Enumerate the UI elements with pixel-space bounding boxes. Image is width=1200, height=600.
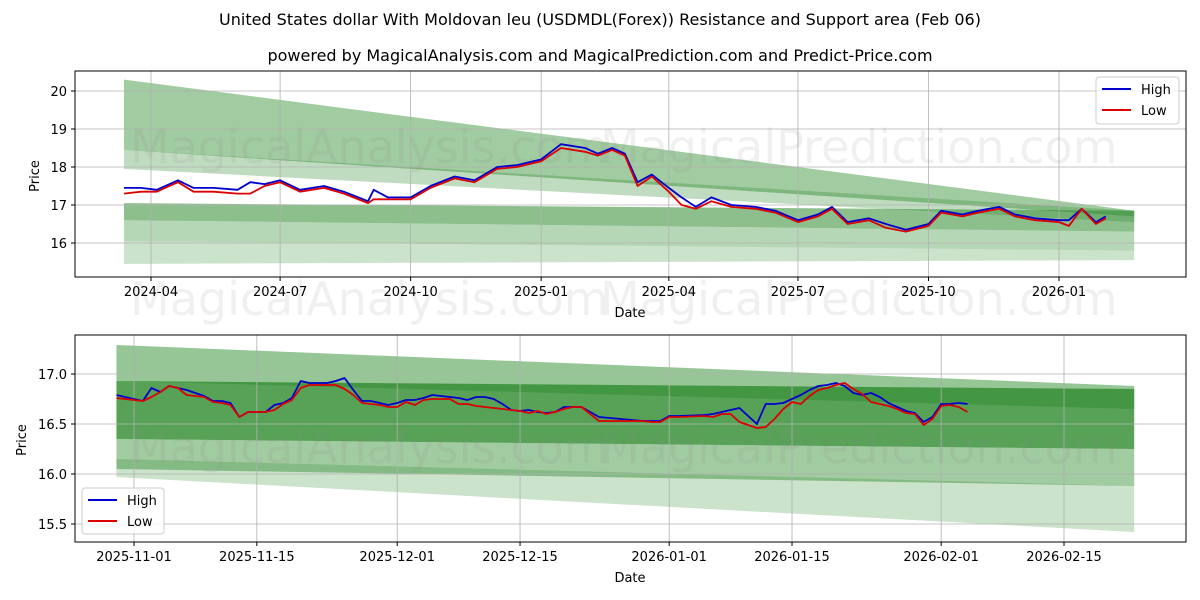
series-low (116, 382, 968, 429)
band-mid-resistance (124, 149, 1135, 223)
mid-watermark-right: MagicalPrediction.com (600, 272, 1118, 326)
x-tick-label: 2024-04 (124, 285, 178, 300)
bottom-x-axis-label: Date (614, 571, 645, 586)
x-tick-label: 2025-04 (642, 285, 696, 300)
y-tick-label: 20 (50, 85, 67, 100)
x-tick-label: 2026-01-15 (754, 550, 830, 565)
x-tick-label: 2026-01-01 (631, 550, 707, 565)
x-tick-label: 2025-12-15 (482, 550, 558, 565)
chart-title: United States dollar With Moldovan leu (… (219, 10, 981, 29)
series-low (123, 147, 1107, 233)
x-tick-label: 2025-01 (514, 285, 568, 300)
x-tick-label: 2024-07 (253, 285, 307, 300)
band-core (124, 203, 1135, 232)
bottom-plot-frame (74, 334, 1187, 543)
x-tick-label: 2025-11-15 (219, 550, 295, 565)
legend-low-label: Low (127, 515, 153, 530)
legend-low-label: Low (1141, 104, 1167, 119)
top-support-resistance-bands (124, 79, 1135, 264)
band-outer-resistance (124, 79, 1135, 217)
y-tick-label: 16.0 (38, 468, 67, 483)
top-watermark-left: MagicalAnalysis.com (130, 120, 609, 174)
y-tick-label: 17.0 (38, 368, 67, 383)
top-y-axis: 16 17 18 19 20 (50, 85, 75, 252)
bottom-watermark-left: MagicalAnalysis.com (130, 420, 609, 474)
x-tick-label: 2025-07 (771, 285, 825, 300)
legend-high-label: High (127, 494, 157, 509)
x-tick-label: 2025-11-01 (96, 550, 172, 565)
y-tick-label: 16 (50, 237, 67, 252)
bottom-watermark-right: MagicalPrediction.com (600, 420, 1118, 474)
legend-high-label: High (1141, 83, 1171, 98)
band-outer-support (116, 459, 1135, 532)
series-high (124, 143, 1107, 231)
top-price-lines (123, 143, 1107, 233)
top-watermark-right: MagicalPrediction.com (600, 120, 1118, 174)
bottom-chart: MagicalAnalysis.com MagicalPrediction.co… (15, 334, 1187, 586)
y-tick-label: 18 (50, 161, 67, 176)
bottom-price-lines (116, 377, 968, 429)
y-tick-label: 15.5 (38, 518, 67, 533)
x-tick-label: 2026-02-15 (1026, 550, 1102, 565)
mid-watermark-left: MagicalAnalysis.com (130, 272, 609, 326)
bottom-grid (75, 335, 1186, 542)
chart-subtitle: powered by MagicalAnalysis.com and Magic… (267, 46, 933, 65)
top-chart: MagicalAnalysis.com MagicalPrediction.co… (28, 70, 1187, 326)
band-outer-support (124, 241, 1135, 264)
top-legend: High Low (1095, 76, 1180, 125)
top-x-axis: 2024-04 2024-07 2024-10 2025-01 2025-04 2025-… (124, 277, 1086, 300)
x-tick-label: 2026-01 (1032, 285, 1086, 300)
x-tick-label: 2024-10 (383, 285, 437, 300)
bottom-y-axis: 15.5 16.0 16.5 17.0 (38, 368, 75, 533)
top-grid (75, 71, 1186, 277)
y-tick-label: 16.5 (38, 418, 67, 433)
y-tick-label: 17 (50, 199, 67, 214)
x-tick-label: 2025-10 (901, 285, 955, 300)
top-plot-frame (74, 70, 1187, 278)
x-tick-label: 2026-02-01 (903, 550, 979, 565)
top-y-axis-label: Price (28, 160, 43, 192)
y-tick-label: 19 (50, 123, 67, 138)
bottom-x-axis: 2025-11-01 2025-11-15 2025-12-01 2025-12-15… (96, 542, 1102, 565)
bottom-y-axis-label: Price (15, 424, 30, 456)
x-tick-label: 2025-12-01 (359, 550, 435, 565)
top-x-axis-label: Date (614, 306, 645, 321)
bottom-legend: High Low (81, 487, 165, 535)
